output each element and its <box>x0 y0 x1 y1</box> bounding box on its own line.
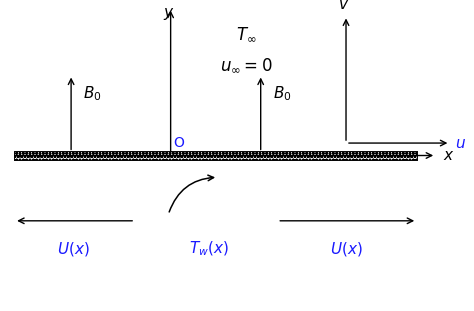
Bar <box>14 151 417 160</box>
Text: O: O <box>174 136 184 150</box>
Text: $B_0$: $B_0$ <box>83 84 101 103</box>
Text: x: x <box>443 148 452 163</box>
Text: v: v <box>339 0 348 12</box>
Text: $U(x)$: $U(x)$ <box>57 240 90 258</box>
Text: y: y <box>164 5 173 20</box>
Bar <box>14 151 417 160</box>
Text: $T_w(x)$: $T_w(x)$ <box>189 239 228 258</box>
FancyArrowPatch shape <box>169 175 214 212</box>
Bar <box>14 151 417 160</box>
Text: u: u <box>455 136 465 151</box>
Text: $u_{\infty} = 0$: $u_{\infty} = 0$ <box>220 56 273 74</box>
Text: $U(x)$: $U(x)$ <box>329 240 363 258</box>
Text: $T_{\infty}$: $T_{\infty}$ <box>236 25 257 43</box>
Text: $B_0$: $B_0$ <box>273 84 291 103</box>
